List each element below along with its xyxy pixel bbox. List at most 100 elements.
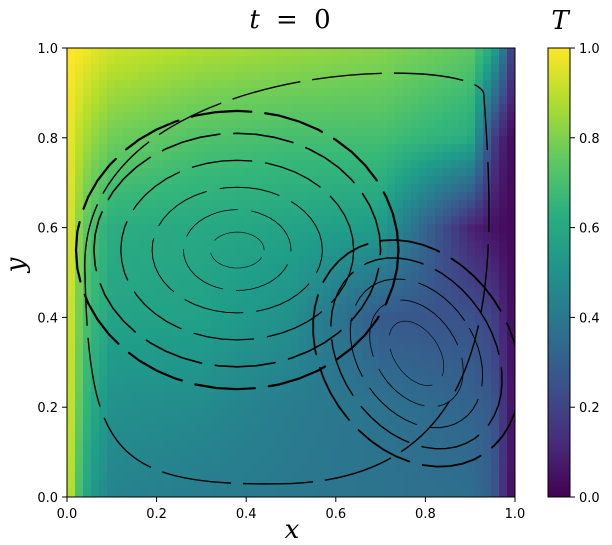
field-cell (427, 344, 436, 354)
field-cell (155, 168, 164, 177)
field-cell (75, 104, 84, 113)
field-cell (195, 56, 204, 65)
field-cell (91, 368, 100, 378)
field-cell (91, 272, 100, 282)
field-cell (67, 400, 76, 410)
field-cell (123, 72, 132, 81)
field-cell (275, 144, 284, 153)
field-cell (371, 168, 380, 177)
field-cell (67, 448, 76, 458)
field-cell (427, 192, 436, 201)
field-cell (363, 184, 372, 193)
field-cell (443, 472, 452, 482)
field-cell (299, 480, 308, 490)
field-cell (331, 88, 340, 97)
field-cell (291, 208, 300, 217)
field-cell (467, 376, 476, 386)
field-cell (131, 488, 140, 497)
field-cell (435, 464, 444, 474)
field-cell (107, 256, 116, 266)
field-cell (427, 88, 436, 97)
field-cell (411, 488, 420, 497)
field-cell (107, 104, 116, 113)
field-cell (99, 352, 108, 362)
field-cell (99, 424, 108, 434)
field-cell (291, 64, 300, 73)
field-cell (107, 224, 116, 234)
field-cell (427, 336, 436, 346)
field-cell (91, 152, 100, 161)
field-cell (219, 320, 228, 330)
field-cell (75, 264, 84, 274)
field-cell (219, 488, 228, 497)
field-cell (195, 200, 204, 209)
field-cell (307, 48, 316, 57)
field-cell (211, 136, 220, 145)
field-cell (219, 432, 228, 442)
field-cell (139, 96, 148, 105)
field-cell (427, 160, 436, 169)
field-cell (507, 456, 515, 466)
field-cell (139, 240, 148, 250)
field-cell (347, 128, 356, 137)
field-cell (395, 336, 404, 346)
field-cell (371, 184, 380, 193)
field-cell (443, 392, 452, 402)
field-cell (443, 320, 452, 330)
colorbar-label: T (551, 6, 570, 36)
field-cell (115, 280, 124, 290)
field-cell (371, 368, 380, 378)
field-cell (147, 432, 156, 442)
field-cell (459, 72, 468, 81)
field-cell (387, 376, 396, 386)
field-cell (499, 216, 508, 225)
field-cell (235, 488, 244, 497)
field-cell (203, 384, 212, 394)
field-cell (507, 184, 515, 193)
field-cell (83, 128, 92, 137)
field-cell (259, 72, 268, 81)
field-cell (483, 192, 492, 201)
field-cell (91, 448, 100, 458)
field-cell (499, 264, 508, 274)
field-cell (371, 480, 380, 490)
field-cell (107, 152, 116, 161)
field-cell (467, 136, 476, 145)
field-cell (91, 96, 100, 105)
field-cell (395, 320, 404, 330)
field-cell (403, 120, 412, 129)
field-cell (427, 400, 436, 410)
field-cell (139, 304, 148, 314)
field-cell (499, 224, 508, 234)
field-cell (475, 208, 484, 217)
field-cell (163, 256, 172, 266)
field-cell (419, 384, 428, 394)
field-cell (83, 424, 92, 434)
field-cell (427, 56, 436, 65)
field-cell (155, 48, 164, 57)
field-cell (411, 112, 420, 121)
field-cell (163, 304, 172, 314)
field-cell (67, 256, 76, 266)
field-cell (67, 280, 76, 290)
field-cell (323, 424, 332, 434)
field-cell (491, 280, 500, 290)
field-cell (315, 448, 324, 458)
field-cell (467, 56, 476, 65)
field-cell (115, 80, 124, 89)
field-cell (227, 408, 236, 418)
field-cell (251, 280, 260, 290)
field-cell (467, 296, 476, 306)
field-cell (339, 104, 348, 113)
field-cell (187, 464, 196, 474)
field-cell (403, 392, 412, 402)
field-cell (299, 232, 308, 242)
field-cell (139, 464, 148, 474)
field-cell (107, 64, 116, 73)
field-cell (227, 72, 236, 81)
field-cell (411, 280, 420, 290)
field-cell (403, 232, 412, 242)
field-cell (451, 392, 460, 402)
x-tick-label: 0.6 (325, 507, 346, 522)
field-cell (211, 328, 220, 338)
